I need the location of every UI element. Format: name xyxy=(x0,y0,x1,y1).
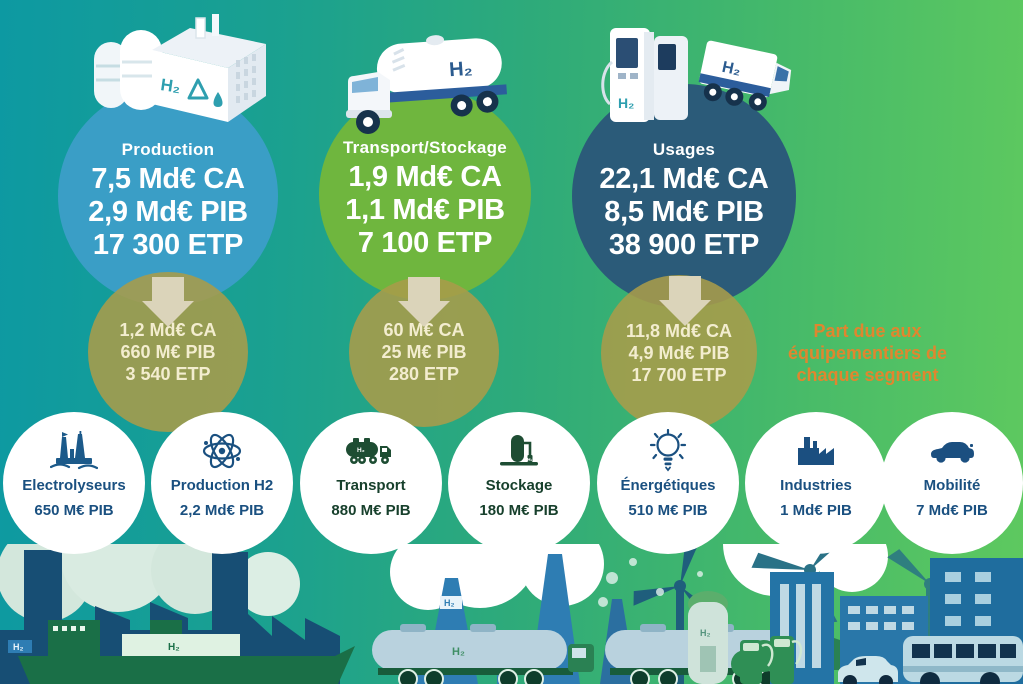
segment-value-etp: 38 900 ETP xyxy=(608,229,760,261)
segment-circle-transport: Transport/Stockage 1,9 Md€ CA 1,1 Md€ PI… xyxy=(319,88,531,300)
sub-value-etp: 17 700 ETP xyxy=(631,365,727,385)
equip-circle-industries: Industries 1 Md€ PIB xyxy=(745,412,887,554)
equip-circle-stockage: H₂ Stockage 180 M€ PIB xyxy=(448,412,590,554)
sub-value-pib: 4,9 Md€ PIB xyxy=(628,343,730,363)
equip-circle-mobilite: Mobilité 7 Md€ PIB xyxy=(881,412,1023,554)
down-arrow-icon xyxy=(142,277,194,327)
equip-label: Énergétiques xyxy=(620,477,716,494)
note-equipementiers: Part due aux équipementiers de chaque se… xyxy=(770,320,965,386)
h2-label: H₂ xyxy=(527,457,532,462)
lightbulb-icon xyxy=(647,428,689,474)
note-line: Part due aux xyxy=(813,321,922,341)
storage-tank-icon: H₂ xyxy=(498,428,540,474)
bubbles xyxy=(598,558,703,607)
segment-value-ca: 7,5 Md€ CA xyxy=(91,163,245,195)
segment-circle-usages: Usages 22,1 Md€ CA 8,5 Md€ PIB 38 900 ET… xyxy=(572,84,796,308)
sub-value-ca: 60 M€ CA xyxy=(383,320,465,340)
steam-clouds xyxy=(0,544,888,622)
equip-value: 880 M€ PIB xyxy=(331,502,411,519)
note-line: chaque segment xyxy=(796,365,939,385)
segment-value-etp: 7 100 ETP xyxy=(357,227,493,259)
h2-label: H₂ xyxy=(448,58,473,82)
h2-label: H₂ xyxy=(720,59,742,80)
h2-label: H₂ xyxy=(444,598,455,608)
equip-circle-energetiques: Énergétiques 510 M€ PIB xyxy=(597,412,739,554)
segment-value-ca: 22,1 Md€ CA xyxy=(599,163,769,195)
equip-label: Industries xyxy=(780,477,852,494)
segment-title: Production xyxy=(121,140,215,159)
equip-value: 510 M€ PIB xyxy=(628,502,708,519)
sub-value-pib: 660 M€ PIB xyxy=(120,342,216,362)
segment-title: Usages xyxy=(652,140,716,159)
note-line: équipementiers de xyxy=(787,343,948,363)
sub-value-ca: 1,2 Md€ CA xyxy=(119,320,217,340)
equip-circle-transport: H₂ Transport 880 M€ PIB xyxy=(300,412,442,554)
segment-title: Transport/Stockage xyxy=(342,138,508,157)
h2-bus xyxy=(903,636,1023,684)
h2-label: H₂ xyxy=(159,75,181,97)
equip-value: 1 Md€ PIB xyxy=(780,502,852,519)
industrial-skyline: H₂ H₂ xyxy=(0,544,1023,684)
down-arrow-icon xyxy=(398,277,450,327)
factory-icon xyxy=(793,428,839,474)
h2-car xyxy=(838,656,898,684)
equip-value: 180 M€ PIB xyxy=(479,502,559,519)
h2-label: H₂ xyxy=(618,95,634,111)
equip-label: Stockage xyxy=(485,477,553,494)
segment-circle-production: Production 7,5 Md€ CA 2,9 Md€ PIB 17 300… xyxy=(58,86,278,306)
h2-label: H₂ xyxy=(452,646,465,658)
equip-circle-electrolyseurs: Electrolyseurs 650 M€ PIB xyxy=(3,412,145,554)
segment-value-etp: 17 300 ETP xyxy=(92,229,244,261)
sub-value-etp: 3 540 ETP xyxy=(125,364,211,384)
sub-value-ca: 11,8 Md€ CA xyxy=(625,321,733,341)
equip-label: Mobilité xyxy=(923,477,981,494)
equip-value: 2,2 Md€ PIB xyxy=(179,502,265,519)
equip-value: 650 M€ PIB xyxy=(34,502,114,519)
sub-value-etp: 280 ETP xyxy=(388,364,460,384)
down-arrow-icon xyxy=(659,276,711,326)
h2-station-truck-icon: H₂ H₂ xyxy=(601,28,792,122)
segment-value-pib: 8,5 Md€ PIB xyxy=(604,196,764,228)
equip-value: 7 Md€ PIB xyxy=(916,502,988,519)
h2-ship: H₂ xyxy=(18,620,355,684)
h2-label: H₂ xyxy=(168,642,180,653)
equip-label: Electrolyseurs xyxy=(22,477,126,494)
segment-value-pib: 1,1 Md€ PIB xyxy=(345,194,505,226)
atom-icon xyxy=(200,428,244,474)
equip-label: Transport xyxy=(336,477,406,494)
h2-label: H₂ xyxy=(357,447,365,454)
equip-label: Production H2 xyxy=(170,477,274,494)
car-icon xyxy=(928,428,976,474)
segment-value-pib: 2,9 Md€ PIB xyxy=(88,196,248,228)
h2-label: H₂ xyxy=(700,628,711,638)
tanker-truck-icon: H₂ xyxy=(345,428,397,474)
h2-fuel-station: H₂ xyxy=(688,591,803,684)
h2-label: H₂ xyxy=(13,642,24,652)
h2-tanker-truck-icon: H₂ xyxy=(346,35,507,134)
segment-value-ca: 1,9 Md€ CA xyxy=(348,161,502,193)
electrolyzer-plant-icon: H₂ xyxy=(94,14,266,122)
equip-circle-production-h2: Production H2 2,2 Md€ PIB xyxy=(151,412,293,554)
refinery-icon xyxy=(50,428,98,474)
sub-value-pib: 25 M€ PIB xyxy=(381,342,467,362)
